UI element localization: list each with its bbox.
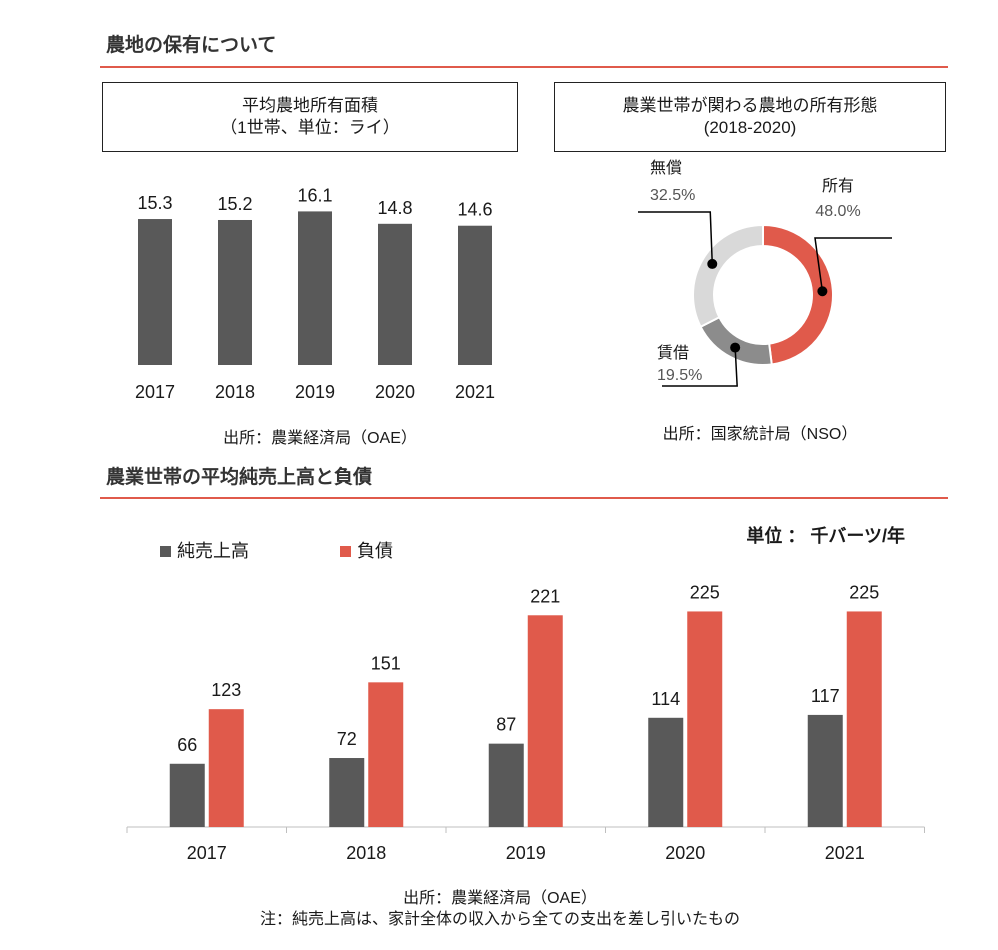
chart3-bar bbox=[329, 758, 365, 827]
chart1-data-label: 15.2 bbox=[217, 194, 252, 214]
chart2-source: 出所：国家統計局（NSO） bbox=[662, 426, 858, 443]
chart3-bar bbox=[846, 611, 882, 827]
chart3-bar bbox=[807, 714, 843, 827]
chart1-bar-chart: 15.3 2017 15.2 2018 16.1 2019 14.8 2020 14.6 2021 bbox=[135, 185, 495, 402]
chart2-leader-line bbox=[638, 211, 714, 264]
chart2-leader-line bbox=[662, 347, 738, 387]
chart3-data-label: 221 bbox=[530, 586, 560, 606]
chart3-bar-chart: 66 123 2017 72 151 2018 87 221 2019 114 225 2020 117… bbox=[126, 541, 925, 863]
chart3-x-tick-label: 2017 bbox=[187, 843, 227, 863]
chart2-value: 32.5% bbox=[650, 187, 695, 204]
chart3-bar bbox=[208, 709, 244, 827]
chart1-source: 出所：農業経済局（OAE） bbox=[223, 430, 417, 447]
chart1-subtitle: （1世帯、単位：ライ） bbox=[220, 118, 400, 137]
chart3-data-label: 225 bbox=[849, 582, 879, 602]
chart1-data-label: 14.8 bbox=[377, 198, 412, 218]
chart2-leader-dot bbox=[817, 286, 828, 297]
chart3-bar bbox=[687, 611, 723, 827]
chart1-x-tick-label: 2018 bbox=[215, 382, 255, 402]
chart3-x-tick-label: 2018 bbox=[346, 843, 386, 863]
chart1-x-tick-label: 2020 bbox=[375, 382, 415, 402]
chart1-title-box: 平均農地所有面積 （1世帯、単位：ライ） bbox=[102, 82, 518, 152]
chart1-bar bbox=[138, 219, 172, 365]
chart3-legend-label: 負債 bbox=[357, 541, 393, 561]
chart1-title: 平均農地所有面積 bbox=[242, 96, 378, 115]
chart3-bar bbox=[648, 717, 684, 827]
chart3-bar bbox=[488, 743, 524, 827]
chart1-bar bbox=[218, 219, 252, 365]
chart3-note: 注：純売上高は、家計全体の収入から全ての支出を差し引いたもの bbox=[259, 911, 740, 928]
chart3-x-tick-label: 2021 bbox=[825, 843, 865, 863]
chart3-data-label: 66 bbox=[177, 735, 197, 755]
chart3-data-label: 72 bbox=[337, 729, 357, 749]
section-title-sales-debt: 農業世帯の平均純売上高と負債 bbox=[106, 467, 373, 488]
section-divider-1 bbox=[100, 66, 948, 68]
section-title-land: 農地の保有について bbox=[106, 35, 277, 56]
chart2-value: 48.0% bbox=[815, 203, 860, 220]
chart1-x-tick-label: 2017 bbox=[135, 382, 175, 402]
chart3-data-label: 123 bbox=[211, 680, 241, 700]
chart1-bar bbox=[458, 225, 492, 365]
chart3-data-label: 87 bbox=[496, 715, 516, 735]
chart2-leader-dot bbox=[707, 258, 718, 269]
chart1-bar bbox=[298, 211, 332, 365]
chart3-source: 出所：農業経済局（OAE） bbox=[403, 890, 597, 907]
chart2-slice bbox=[692, 223, 764, 329]
chart1-data-label: 15.3 bbox=[137, 193, 172, 213]
section-divider-2 bbox=[100, 497, 948, 499]
chart3-data-label: 117 bbox=[811, 686, 840, 706]
chart2-slice bbox=[762, 223, 834, 366]
chart3-legend-swatch bbox=[160, 546, 171, 557]
chart3-data-label: 225 bbox=[690, 582, 720, 602]
chart3-data-label: 114 bbox=[651, 689, 680, 709]
chart2-title: 農業世帯が関わる農地の所有形態 bbox=[622, 96, 878, 115]
chart2-label: 無償 bbox=[650, 159, 682, 177]
chart2-label: 所有 bbox=[822, 177, 854, 195]
chart1-x-tick-label: 2019 bbox=[295, 382, 335, 402]
chart3-bar bbox=[169, 763, 205, 827]
chart3-x-tick-label: 2019 bbox=[506, 843, 546, 863]
chart3-x-tick-label: 2020 bbox=[665, 843, 705, 863]
chart2-leader-dot bbox=[730, 342, 741, 353]
chart1-bar bbox=[378, 223, 412, 365]
chart3-unit: 単位 ： 千バーツ/年 bbox=[746, 526, 905, 546]
chart2-label: 賃借 bbox=[657, 344, 689, 362]
chart1-x-tick-label: 2021 bbox=[455, 382, 495, 402]
chart3-bar bbox=[527, 615, 563, 827]
chart3-legend-label: 純売上高 bbox=[177, 541, 249, 561]
chart2-leader-line bbox=[814, 237, 892, 292]
chart3-bar bbox=[368, 682, 404, 827]
chart2-donut-chart: 所有 48.0% 賃借 19.5% 無償 32.5% bbox=[638, 159, 892, 387]
chart3-legend-swatch bbox=[340, 546, 351, 557]
chart2-value: 19.5% bbox=[657, 367, 702, 384]
chart3-data-label: 151 bbox=[371, 653, 401, 673]
chart2-subtitle: (2018-2020) bbox=[703, 118, 797, 137]
chart2-title-box: 農業世帯が関わる農地の所有形態 (2018-2020) bbox=[554, 82, 946, 152]
chart1-data-label: 14.6 bbox=[457, 200, 492, 220]
chart1-data-label: 16.1 bbox=[297, 185, 332, 205]
